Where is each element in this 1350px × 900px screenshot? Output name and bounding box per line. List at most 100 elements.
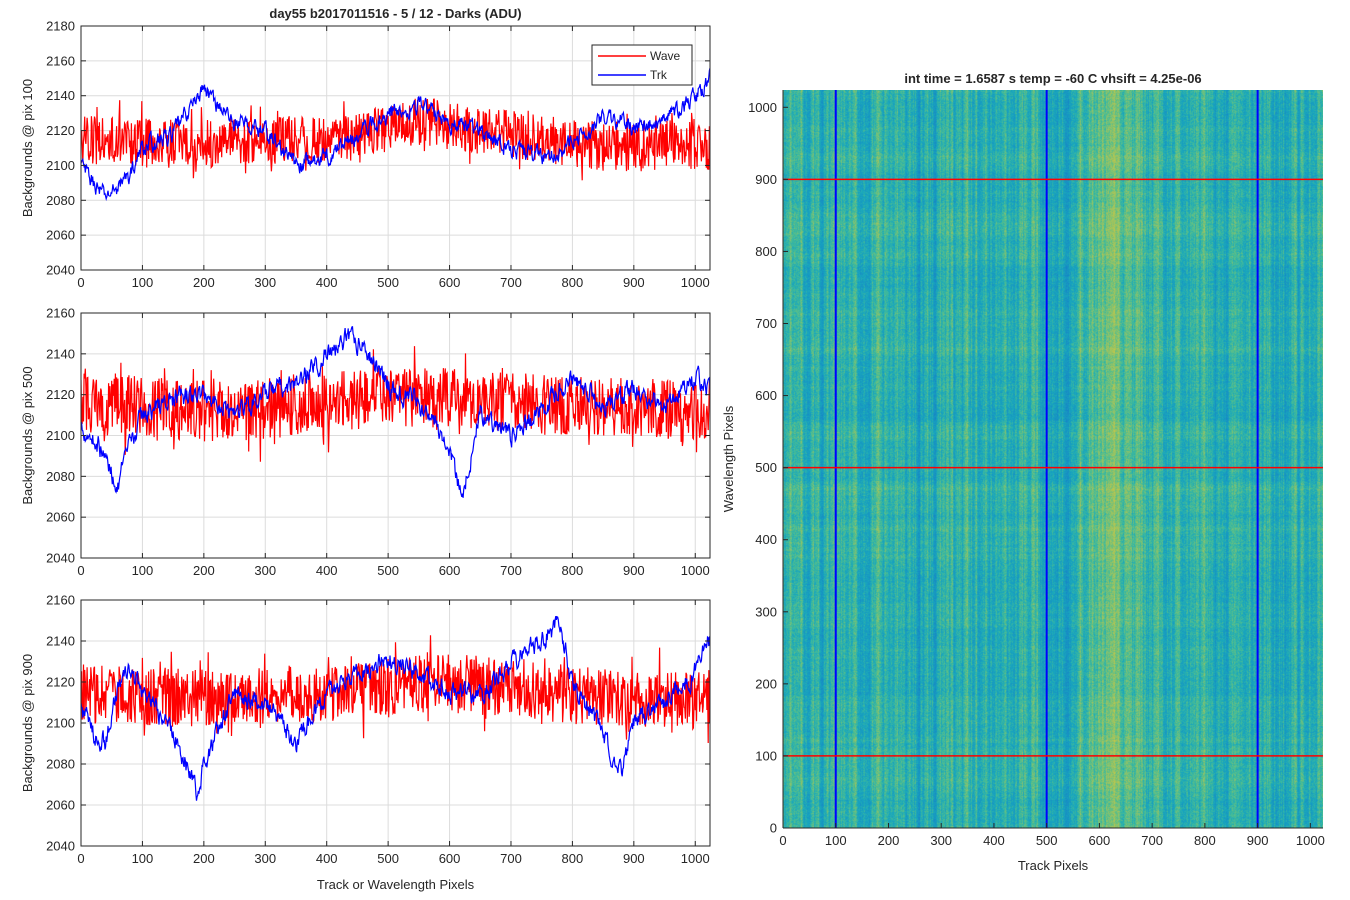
x-tick-label: 400 [316,563,338,578]
x-tick-label: 500 [377,563,399,578]
axes-frame [80,25,711,271]
y-tick-label: 2100 [46,716,75,731]
x-axis-label: Track or Wavelength Pixels [317,877,475,892]
series-line-trk [81,67,710,202]
y-tick-label: 2140 [46,346,75,361]
y-tick-label: 2120 [46,123,75,138]
x-tick-label: 700 [500,851,522,866]
x-tick-label: 100 [825,833,847,848]
y-axis-label: Wavelength Pixels [721,405,736,512]
x-tick-label: 400 [983,833,1005,848]
x-tick-label: 600 [439,563,461,578]
y-tick-label: 700 [755,316,777,331]
x-axis-label: Track Pixels [1018,858,1089,873]
x-tick-label: 200 [878,833,900,848]
x-tick-label: 800 [562,275,584,290]
y-axis-label: Backgrounds @ pix 900 [20,654,35,792]
series-line-trk [81,325,710,498]
y-tick-label: 2100 [46,158,75,173]
y-tick-label: 900 [755,172,777,187]
x-tick-label: 0 [77,851,84,866]
y-tick-label: 2040 [46,263,75,278]
y-tick-label: 0 [770,821,777,836]
x-tick-label: 200 [193,851,215,866]
y-tick-label: 2180 [46,19,75,34]
x-tick-label: 900 [623,563,645,578]
legend: Wave Trk [591,44,693,86]
x-tick-label: 100 [132,851,154,866]
x-tick-label: 900 [623,851,645,866]
x-tick-label: 500 [377,275,399,290]
x-tick-label: 200 [193,275,215,290]
x-tick-label: 1000 [681,851,710,866]
x-tick-label: 0 [779,833,786,848]
heatmap-image [783,90,1323,828]
chart-title: day55 b2017011516 - 5 / 12 - Darks (ADU) [269,6,521,21]
x-tick-label: 1000 [681,275,710,290]
x-tick-label: 500 [1036,833,1058,848]
y-tick-label: 2040 [46,839,75,854]
plot-pix-900: 0 100 200 300 400 500 600 700 800 900 1000 2040 2060… [20,593,711,892]
heatmap-panel: 0 100 200 300 400 500 600 700 800 900 1000 0 100 200 3… [721,71,1325,873]
x-tick-label: 800 [1194,833,1216,848]
x-tick-label: 800 [562,563,584,578]
series-line-wave [81,98,710,181]
x-tick-label: 300 [254,851,276,866]
x-tick-label: 1000 [681,563,710,578]
series-line-wave [81,635,710,744]
x-tick-label: 900 [623,275,645,290]
y-tick-label: 400 [755,532,777,547]
y-tick-label: 2160 [46,306,75,321]
x-tick-label: 0 [77,275,84,290]
y-tick-label: 2040 [46,551,75,566]
x-tick-label: 700 [500,563,522,578]
y-tick-label: 2140 [46,634,75,649]
y-tick-label: 2060 [46,798,75,813]
y-tick-label: 2080 [46,757,75,772]
heatmap-title: int time = 1.6587 s temp = -60 C vhsift … [904,71,1201,86]
y-tick-label: 2100 [46,428,75,443]
x-tick-label: 300 [254,563,276,578]
y-tick-label: 2160 [46,593,75,608]
plot-pix-100: 0 100 200 300 400 500 600 700 800 900 1000 2040 2060… [20,6,711,290]
y-tick-label: 600 [755,388,777,403]
y-tick-label: 2160 [46,53,75,68]
x-tick-label: 600 [1089,833,1111,848]
x-tick-label: 100 [132,275,154,290]
x-tick-label: 600 [439,851,461,866]
x-tick-label: 700 [500,275,522,290]
x-tick-label: 900 [1247,833,1269,848]
x-tick-label: 400 [316,275,338,290]
y-tick-label: 300 [755,604,777,619]
x-tick-label: 1000 [1296,833,1325,848]
legend-box [591,44,693,86]
x-tick-label: 400 [316,851,338,866]
y-tick-label: 2080 [46,193,75,208]
x-tick-label: 100 [132,563,154,578]
series-line-trk [81,615,710,801]
x-tick-label: 700 [1141,833,1163,848]
x-tick-label: 500 [377,851,399,866]
y-tick-label: 2060 [46,510,75,525]
x-tick-label: 300 [930,833,952,848]
heatmap-canvas [783,90,1323,828]
y-tick-label: 2060 [46,228,75,243]
y-tick-label: 2080 [46,469,75,484]
y-tick-label: 2120 [46,675,75,690]
y-tick-label: 100 [755,748,777,763]
x-tick-label: 600 [439,275,461,290]
y-tick-label: 2140 [46,88,75,103]
y-axis-label: Backgrounds @ pix 100 [20,79,35,217]
legend-entry: Wave [650,49,681,63]
y-tick-label: 500 [755,460,777,475]
x-tick-label: 800 [562,851,584,866]
y-tick-label: 800 [755,244,777,259]
y-tick-label: 2120 [46,387,75,402]
x-tick-label: 0 [77,563,84,578]
y-tick-label: 1000 [748,100,777,115]
y-tick-label: 200 [755,676,777,691]
x-tick-label: 200 [193,563,215,578]
plot-pix-500: 0 100 200 300 400 500 600 700 800 900 1000 2040 2060… [20,306,711,578]
y-axis-label: Backgrounds @ pix 500 [20,366,35,504]
